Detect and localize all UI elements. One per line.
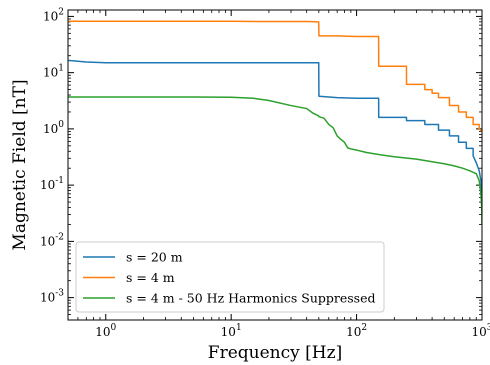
plot-frame bbox=[67, 9, 483, 321]
tick-labels: 100 101 102 103 10-3 10-2 10-1 100 101 102 bbox=[40, 7, 490, 339]
y-tick-label: 10-2 bbox=[40, 232, 64, 248]
x-tick-label: 103 bbox=[471, 323, 490, 339]
x-tick-label: 101 bbox=[221, 323, 242, 339]
y-axis-label: Magnetic Field [nT] bbox=[10, 79, 30, 250]
legend-label-2: s = 4 m bbox=[126, 270, 175, 285]
y-tick-label: 10-3 bbox=[40, 289, 64, 305]
x-axis-label: Frequency [Hz] bbox=[208, 343, 342, 363]
y-tick-label: 10-1 bbox=[40, 176, 64, 192]
legend-label-1: s = 20 m bbox=[126, 250, 183, 265]
x-tick-label: 100 bbox=[95, 323, 116, 339]
series-layer bbox=[68, 20, 482, 225]
legend-label-3: s = 4 m - 50 Hz Harmonics Suppressed bbox=[126, 291, 376, 306]
x-tick-label: 102 bbox=[346, 323, 367, 339]
series-line-3 bbox=[68, 96, 482, 225]
legend-box bbox=[75, 241, 385, 313]
series-line-1 bbox=[68, 59, 482, 198]
y-tick-label: 102 bbox=[43, 7, 64, 23]
y-tick-label: 100 bbox=[43, 120, 64, 136]
series-line-2 bbox=[68, 20, 482, 133]
legend: s = 20 m s = 4 m s = 4 m - 50 Hz Harmonics… bbox=[75, 241, 385, 313]
y-tick-label: 101 bbox=[43, 64, 64, 80]
